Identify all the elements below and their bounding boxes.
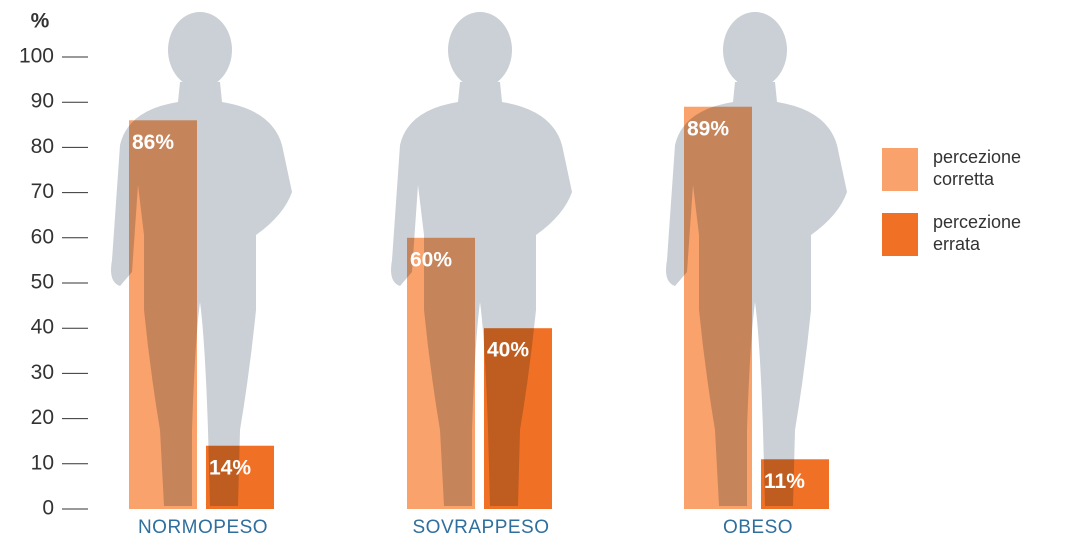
y-tick-label: 80 bbox=[31, 135, 54, 158]
bar bbox=[684, 106, 752, 509]
x-tick-label: SOVRAPPESO bbox=[413, 517, 550, 538]
y-tick-label: 100 bbox=[19, 45, 54, 68]
y-tick-label: 70 bbox=[31, 180, 54, 203]
y-axis-label: % bbox=[31, 10, 50, 33]
y-tick-label: 40 bbox=[31, 316, 54, 339]
value-label: 14% bbox=[209, 456, 251, 479]
y-tick-label: 50 bbox=[31, 271, 54, 294]
bar bbox=[206, 445, 274, 509]
legend-label: percezione corretta bbox=[933, 147, 1021, 189]
legend-swatch bbox=[882, 213, 918, 256]
x-tick-label: OBESO bbox=[723, 517, 793, 538]
value-label: 40% bbox=[487, 339, 529, 362]
y-tick-label: 20 bbox=[31, 406, 54, 429]
y-tick-label: 60 bbox=[31, 225, 54, 248]
y-tick-label: 0 bbox=[42, 497, 54, 520]
bar bbox=[484, 328, 552, 509]
x-tick-label: NORMOPESO bbox=[138, 517, 268, 538]
value-label: 11% bbox=[764, 470, 805, 493]
y-tick-label: 90 bbox=[31, 90, 54, 113]
legend-swatch bbox=[882, 148, 918, 191]
bar bbox=[129, 120, 197, 509]
value-label: 86% bbox=[132, 131, 174, 154]
legend-label: percezione errata bbox=[933, 212, 1021, 254]
bar bbox=[407, 237, 475, 510]
value-label: 60% bbox=[410, 248, 452, 271]
bar bbox=[761, 459, 829, 509]
value-label: 89% bbox=[687, 117, 729, 140]
y-tick-label: 10 bbox=[31, 451, 54, 474]
y-tick-label: 30 bbox=[31, 361, 54, 384]
